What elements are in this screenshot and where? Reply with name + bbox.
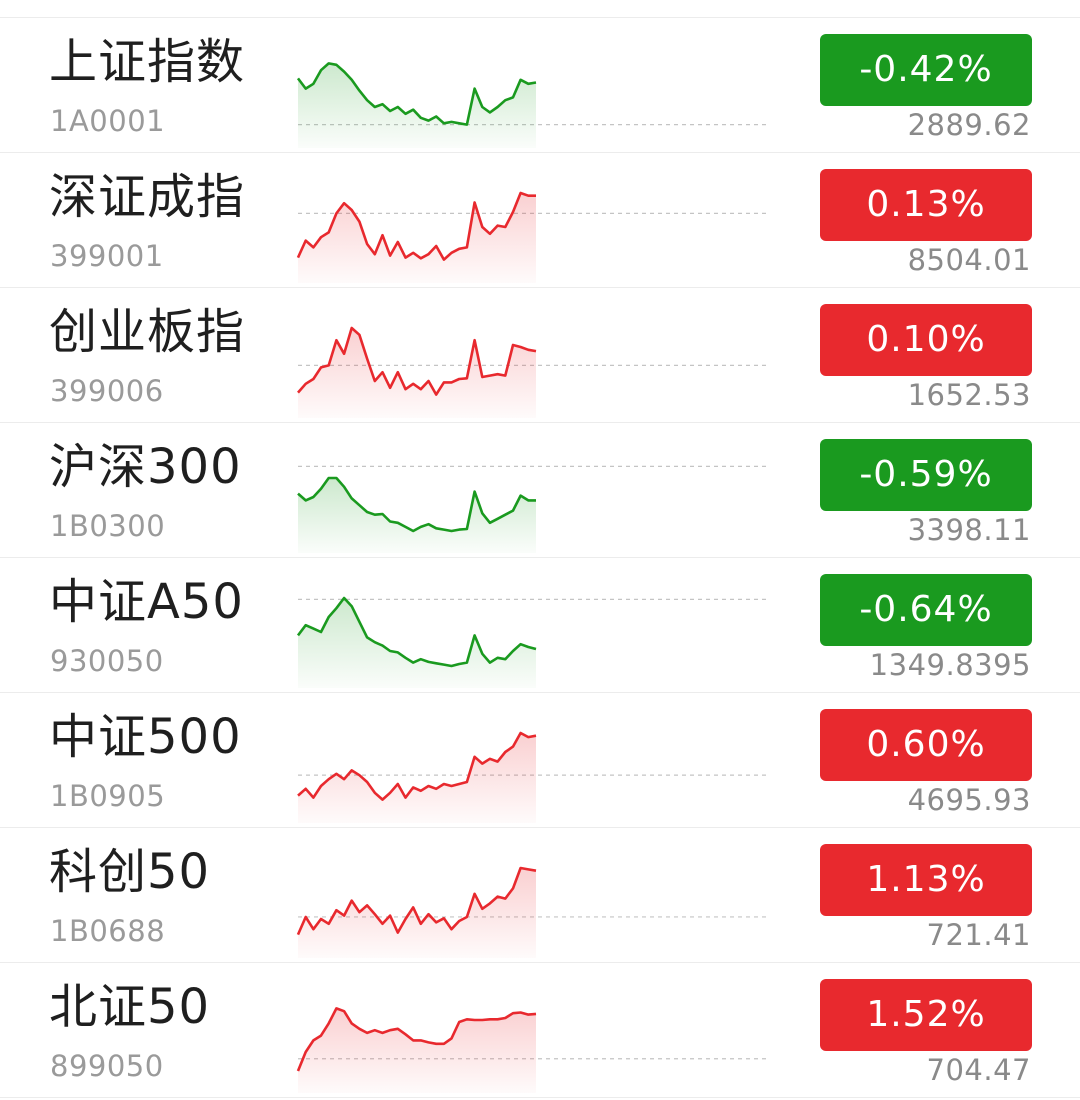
sparkline-area — [298, 193, 536, 283]
sparkline-line — [296, 1007, 537, 1072]
index-price: 704.47 — [926, 1053, 1031, 1087]
index-row[interactable]: 沪深300 1B0300 -0.59% 3398.11 — [0, 423, 1080, 558]
change-percent-badge[interactable]: 0.10% — [820, 304, 1032, 376]
index-code: 899050 — [50, 1049, 164, 1083]
change-percent-badge[interactable]: -0.64% — [820, 574, 1032, 646]
sparkline-chart — [297, 465, 770, 553]
index-name: 上证指数 — [49, 34, 246, 90]
sparkline-chart — [297, 326, 770, 418]
sparkline-chart — [296, 62, 770, 148]
index-price: 1652.53 — [907, 378, 1031, 412]
index-price: 2889.62 — [907, 108, 1031, 142]
index-code: 1A0001 — [50, 104, 166, 138]
index-name: 沪深300 — [49, 439, 242, 495]
sparkline-area — [298, 328, 536, 418]
index-name: 深证成指 — [49, 169, 246, 225]
index-row[interactable]: 中证A50 930050 -0.64% 1349.8395 — [0, 558, 1080, 693]
index-price: 4695.93 — [907, 783, 1031, 817]
index-price: 721.41 — [926, 918, 1031, 952]
index-row[interactable]: 北证50 899050 1.52% 704.47 — [0, 963, 1080, 1098]
index-row[interactable]: 深证成指 399001 0.13% 8504.01 — [0, 153, 1080, 288]
sparkline-area — [298, 1008, 536, 1093]
index-price: 1349.8395 — [869, 648, 1031, 682]
change-percent-badge[interactable]: -0.59% — [820, 439, 1032, 511]
sparkline-line — [296, 191, 536, 261]
index-price: 8504.01 — [907, 243, 1031, 277]
change-percent-badge[interactable]: 0.60% — [820, 709, 1032, 781]
sparkline-line — [296, 596, 537, 668]
index-code: 930050 — [50, 644, 164, 678]
sparkline-line — [297, 731, 537, 801]
sparkline-area — [298, 868, 536, 958]
sparkline-area — [298, 63, 536, 148]
sparkline-line — [296, 62, 537, 126]
sparkline-chart — [296, 1007, 770, 1093]
change-percent-badge[interactable]: 1.52% — [820, 979, 1032, 1051]
index-row[interactable]: 科创50 1B0688 1.13% 721.41 — [0, 828, 1080, 963]
index-name: 中证500 — [49, 709, 242, 765]
sparkline-line — [297, 326, 537, 396]
sparkline-area — [298, 478, 536, 553]
change-percent-badge[interactable]: 1.13% — [820, 844, 1032, 916]
change-percent-badge[interactable]: 0.13% — [820, 169, 1032, 241]
index-row[interactable]: 创业板指 399006 0.10% 1652.53 — [0, 288, 1080, 423]
index-code: 1B0300 — [50, 509, 166, 543]
index-code: 399001 — [50, 239, 164, 273]
index-code: 1B0688 — [50, 914, 166, 948]
sparkline-chart — [296, 596, 770, 688]
market-index-list: 上证指数 1A0001 -0.42% 2889.62 深证成指 399001 0… — [0, 17, 1080, 1098]
sparkline-line — [296, 866, 537, 936]
sparkline-chart — [296, 866, 770, 958]
index-name: 科创50 — [49, 844, 211, 900]
sparkline-line — [297, 476, 536, 533]
index-name: 创业板指 — [49, 304, 246, 360]
change-percent-badge[interactable]: -0.42% — [820, 34, 1032, 106]
sparkline-chart — [297, 731, 770, 823]
sparkline-area — [298, 733, 536, 823]
index-row[interactable]: 上证指数 1A0001 -0.42% 2889.62 — [0, 18, 1080, 153]
index-name: 中证A50 — [49, 574, 244, 630]
index-code: 1B0905 — [50, 779, 166, 813]
index-name: 北证50 — [49, 979, 211, 1035]
index-row[interactable]: 中证500 1B0905 0.60% 4695.93 — [0, 693, 1080, 828]
index-code: 399006 — [50, 374, 164, 408]
sparkline-chart — [296, 191, 770, 283]
index-price: 3398.11 — [907, 513, 1031, 547]
